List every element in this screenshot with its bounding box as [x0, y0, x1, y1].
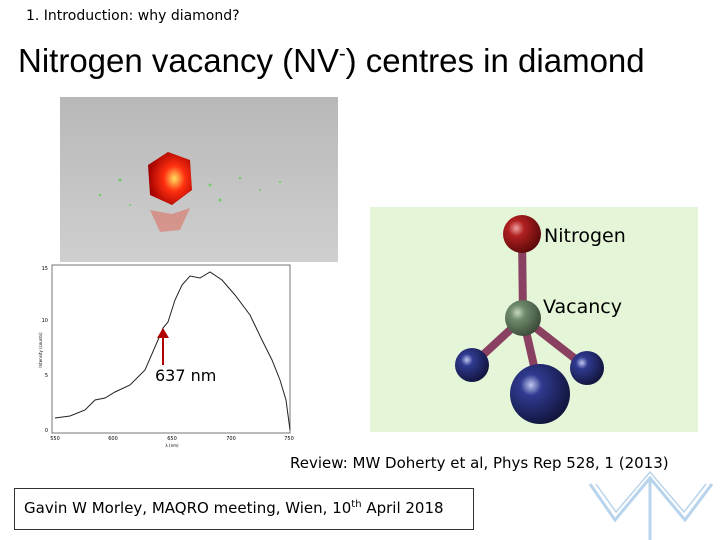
- footer: Gavin W Morley, MAQRO meeting, Wien, 10t…: [24, 499, 444, 517]
- plot-frame: [51, 264, 291, 434]
- x-tick-label: 650: [167, 436, 177, 442]
- reflection: [150, 208, 190, 232]
- x-tick-label: 700: [226, 436, 236, 442]
- green-speckles: [98, 176, 281, 206]
- peak-label: 637 nm: [155, 366, 216, 385]
- reference: Review: MW Doherty et al, Phys Rep 528, …: [290, 454, 669, 472]
- footer-text: April 2018: [361, 499, 444, 517]
- y-tick-label: 5: [45, 373, 48, 379]
- x-tick-label: 600: [108, 436, 118, 442]
- atom-label: Nitrogen: [544, 225, 626, 247]
- y-tick-label: 10: [42, 318, 48, 324]
- vacancy-site: [505, 300, 541, 336]
- spectrum-curve: [54, 271, 291, 431]
- footer-box: [14, 488, 474, 530]
- x-tick-label: 750: [284, 436, 294, 442]
- footer-text: Gavin W Morley, MAQRO meeting, Wien, 10: [24, 499, 352, 517]
- x-axis-label: λ (nm): [165, 443, 179, 448]
- y-tick-label: 0: [45, 428, 48, 434]
- spectrum-plot: 15 10 5 0 550 600 650 700 750 λ (nm) Int…: [38, 264, 294, 448]
- logo: [588, 470, 714, 540]
- carbon-atom: [510, 364, 570, 424]
- diamond: [148, 152, 192, 205]
- title-superscript: -: [338, 43, 346, 65]
- x-tick-label: 550: [50, 436, 60, 442]
- section-header: 1. Introduction: why diamond?: [26, 8, 240, 24]
- nitrogen-atom: [503, 215, 541, 253]
- atom-label: Vacancy: [543, 296, 622, 318]
- title-text: ) centres in diamond: [345, 42, 645, 79]
- y-axis-label: Intensity (counts): [38, 332, 43, 368]
- footer-superscript: th: [351, 499, 362, 510]
- y-tick-label: 15: [42, 266, 48, 272]
- carbon-atom: [455, 348, 489, 382]
- arrow-head: [157, 328, 169, 338]
- slide-title: Nitrogen vacancy (NV-) centres in diamon…: [18, 42, 645, 80]
- photo: [60, 97, 338, 262]
- carbon-atom: [570, 351, 604, 385]
- title-text: Nitrogen vacancy (NV: [18, 42, 339, 79]
